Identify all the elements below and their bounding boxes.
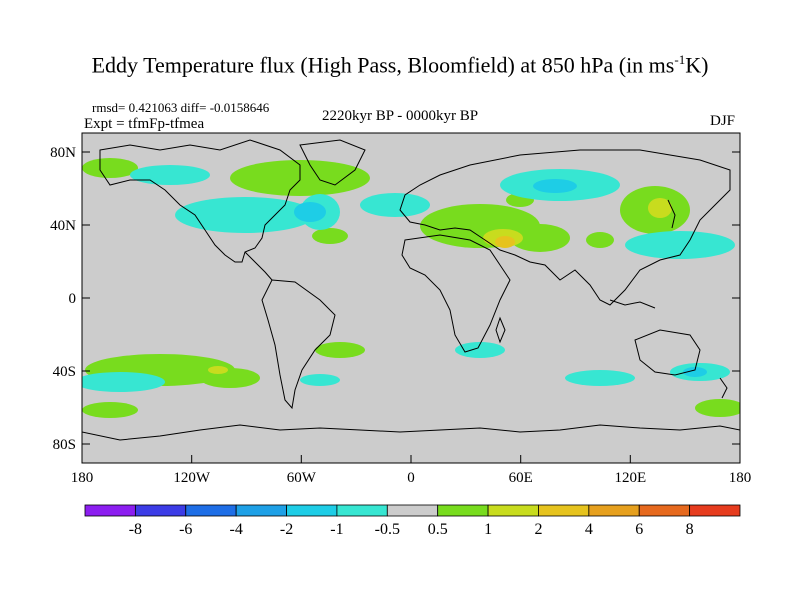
colorbar-swatch (588, 504, 640, 517)
lon-label: 60E (509, 470, 533, 486)
period-label: 2220kyr BP - 0000kyr BP (322, 108, 479, 124)
colorbar-swatch (487, 504, 539, 517)
lat-ticks (82, 151, 740, 445)
colorbar-label: 1 (484, 521, 492, 538)
lat-label: 40N (50, 218, 76, 234)
colorbar-swatch (185, 504, 237, 517)
lon-label: 120E (614, 470, 646, 486)
lat-label: 0 (69, 291, 77, 307)
colorbar-swatch (84, 504, 136, 517)
title-tail: K) (685, 52, 709, 78)
negative-anomaly-contours-2 (294, 179, 707, 377)
lat-label: 80N (50, 145, 76, 161)
lon-label: 180 (729, 470, 752, 486)
lon-label: 60W (287, 470, 317, 486)
colorbar-label: 8 (686, 521, 694, 538)
lon-label: 0 (407, 470, 415, 486)
colorbar-swatch (437, 504, 489, 517)
lon-label: 120W (173, 470, 211, 486)
colorbar-swatch (336, 504, 388, 517)
colorbar-label: -8 (129, 521, 142, 538)
colorbar-swatch (538, 504, 590, 517)
colorbar-label: 4 (585, 521, 593, 538)
lon-label: 180 (71, 470, 94, 486)
colorbar-swatch (386, 504, 439, 517)
colorbar (84, 504, 741, 517)
colorbar-swatch (134, 504, 187, 517)
colorbar-label: -2 (280, 521, 293, 538)
colorbar-label: -4 (229, 521, 242, 538)
colorbar-labels: -8 -6 -4 -2 -1 -0.5 0.5 1 2 4 6 8 (129, 521, 694, 538)
title-text: Eddy Temperature flux (High Pass, Bloomf… (91, 52, 675, 78)
colorbar-swatch (286, 504, 338, 517)
colorbar-label: 6 (635, 521, 643, 538)
colorbar-label: 0.5 (428, 521, 448, 538)
lat-label: 40S (53, 364, 76, 380)
lat-label: 80S (53, 437, 76, 453)
lat-labels: 80N 40N 0 40S 80S (50, 145, 76, 453)
positive-anomaly-contours-3 (495, 236, 515, 248)
colorbar-label: 2 (534, 521, 542, 538)
map-background (82, 133, 740, 463)
colorbar-label: -6 (179, 521, 192, 538)
season-label: DJF (710, 113, 736, 129)
stats-label: rmsd= 0.421063 diff= -0.0158646 (92, 100, 270, 115)
lon-ticks (81, 455, 741, 463)
title-superscript: -1 (674, 52, 686, 67)
colorbar-label: -1 (330, 521, 343, 538)
experiment-label: Expt = tfmFp-tfmea (84, 116, 205, 132)
coastlines (82, 139, 740, 441)
colorbar-swatch (638, 504, 691, 517)
colorbar-swatch (235, 504, 287, 517)
colorbar-swatch (689, 504, 741, 517)
lon-labels: 180 120W 60W 0 60E 120E 180 (71, 470, 752, 486)
colorbar-label: -0.5 (375, 521, 400, 538)
plot-title: Eddy Temperature flux (High Pass, Bloomf… (0, 52, 800, 78)
